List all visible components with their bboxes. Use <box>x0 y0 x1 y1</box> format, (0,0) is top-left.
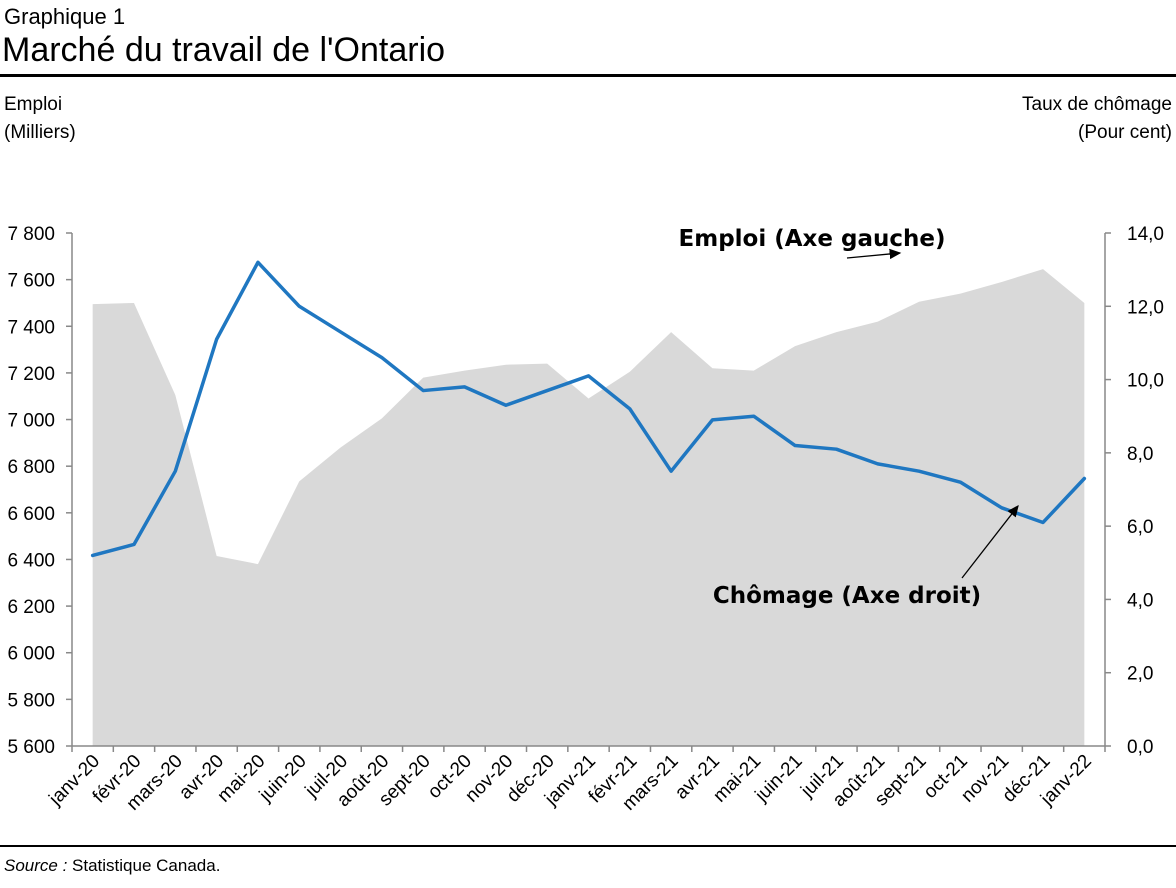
left-axis-title-line2: (Milliers) <box>4 122 76 143</box>
line-layer <box>90 260 1087 558</box>
x-tick-label: juin-21 <box>751 751 807 807</box>
right-axis-title-line1: Taux de chômage <box>1022 94 1172 115</box>
right-tick-label: 6,0 <box>1127 517 1153 538</box>
left-tick-label: 6 000 <box>7 644 55 665</box>
employment-annotation: Emploi (Axe gauche) <box>679 226 946 252</box>
annotation-layer: Emploi (Axe gauche) Chômage (Axe droit) <box>679 226 1019 609</box>
right-tick-label: 10,0 <box>1127 371 1164 392</box>
left-tick-label: 6 800 <box>7 457 55 478</box>
unemployment-annotation: Chômage (Axe droit) <box>713 583 981 609</box>
right-axis-title: Taux de chômage (Pour cent) <box>1022 91 1172 147</box>
left-tick-label: 6 600 <box>7 504 55 525</box>
source-text: Statistique Canada. <box>67 856 221 875</box>
right-tick-label: 4,0 <box>1127 590 1153 611</box>
left-axis-title-line1: Emploi <box>4 94 63 115</box>
left-tick-label: 5 800 <box>7 690 55 711</box>
chart-number-label: Graphique 1 <box>4 4 126 29</box>
left-tick-label: 5 600 <box>7 737 55 758</box>
right-axis-title-line2: (Pour cent) <box>1078 122 1172 143</box>
right-tick-label: 0,0 <box>1127 737 1153 758</box>
left-tick-label: 7 800 <box>7 224 55 245</box>
chart-title: Marché du travail de l'Ontario <box>2 31 446 69</box>
title-divider <box>0 74 1176 77</box>
left-tick-label: 7 000 <box>7 411 55 432</box>
x-tick-label: janv-20 <box>45 751 105 811</box>
left-tick-label: 7 200 <box>7 364 55 385</box>
area-layer <box>92 269 1085 746</box>
axes-layer <box>66 232 1111 752</box>
employment-area <box>92 269 1085 746</box>
left-axis-title: Emploi (Milliers) <box>4 91 76 147</box>
right-tick-label: 8,0 <box>1127 444 1153 465</box>
right-tick-label: 14,0 <box>1127 224 1164 245</box>
left-tick-label: 7 600 <box>7 271 55 292</box>
x-tick-label: juin-20 <box>255 751 311 807</box>
employment-arrow <box>846 248 902 260</box>
x-tick-label: mai-21 <box>709 751 765 807</box>
unemployment-arrow <box>961 504 1019 579</box>
x-tick-label: mai-20 <box>214 751 270 807</box>
left-tick-label: 6 200 <box>7 597 55 618</box>
source-label: Source : <box>4 856 68 875</box>
unemployment-line <box>90 260 1087 558</box>
source-note: Source : Statistique Canada. <box>4 856 220 876</box>
left-tick-label: 6 400 <box>7 550 55 571</box>
left-tick-label: 7 400 <box>7 317 55 338</box>
right-tick-label: 12,0 <box>1127 297 1164 318</box>
right-tick-label: 2,0 <box>1127 664 1153 685</box>
footer-divider <box>0 845 1176 847</box>
